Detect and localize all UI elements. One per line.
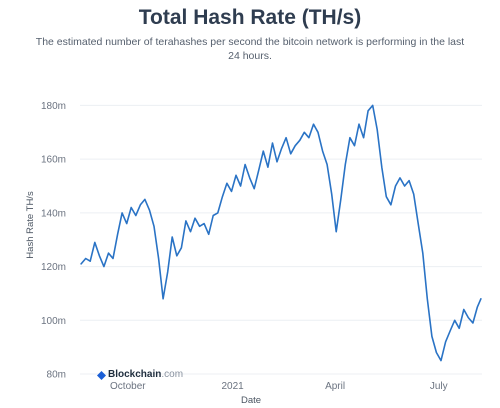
blockchain-brand: Blockchain.com	[108, 369, 183, 380]
x-tick-label-2: April	[325, 381, 345, 392]
chart-subtitle: The estimated number of terahashes per s…	[35, 36, 465, 62]
y-tick-label-4: 160m	[41, 155, 66, 166]
x-axis-title: Date	[241, 395, 261, 406]
series-line-0	[80, 104, 482, 362]
y-tick-label-2: 120m	[41, 262, 66, 273]
x-tick-label-3: July	[430, 381, 448, 392]
y-tick-label-1: 100m	[41, 316, 66, 327]
brand-name: Blockchain	[108, 369, 162, 380]
brand-suffix: .com	[161, 369, 184, 380]
y-tick-label-3: 140m	[41, 208, 66, 219]
y-tick-label-5: 180m	[41, 101, 66, 112]
x-tick-label-1: 2021	[221, 381, 244, 392]
y-axis-title: Hash Rate TH/s	[25, 191, 36, 259]
chart-title: Total Hash Rate (TH/s)	[138, 6, 362, 29]
x-tick-label-0: October	[110, 381, 146, 392]
blockchain-logo-icon	[97, 371, 106, 380]
y-tick-label-0: 80m	[47, 370, 66, 381]
